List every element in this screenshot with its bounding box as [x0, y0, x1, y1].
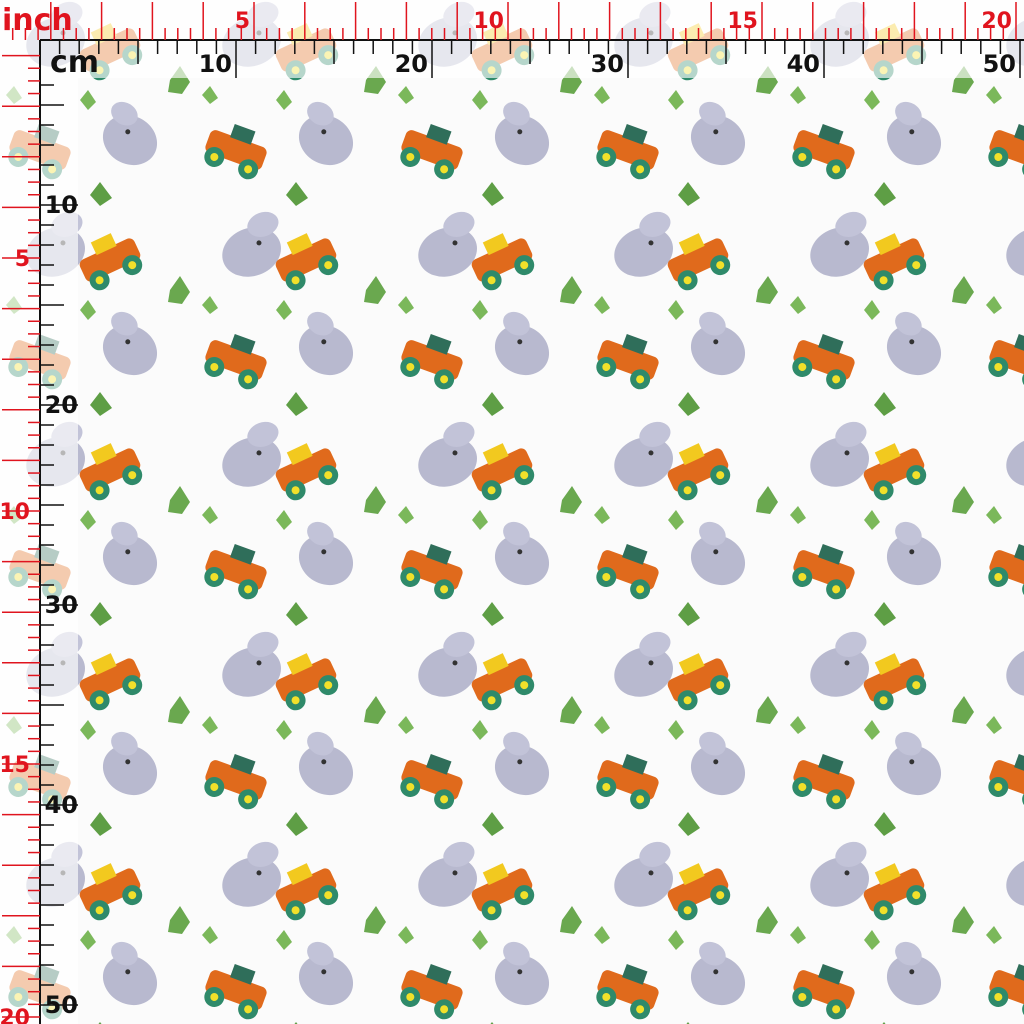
top-inch-label: 20	[981, 9, 1012, 34]
left-cm-label: 20	[45, 391, 78, 419]
left-cm-label: 30	[45, 591, 78, 619]
left-inch-label: 15	[0, 753, 30, 778]
left-cm-label: 50	[45, 991, 78, 1019]
left-cm-label: 40	[45, 791, 78, 819]
top-cm-label: 20	[395, 50, 428, 78]
left-inch-label: 20	[0, 1006, 30, 1024]
top-inch-label: 5	[235, 9, 250, 34]
top-cm-label: 30	[591, 50, 624, 78]
top-inch-label: 15	[727, 9, 758, 34]
left-cm-label: 10	[45, 191, 78, 219]
top-inch-label: 10	[473, 9, 504, 34]
left-inch-label: 10	[0, 500, 30, 525]
cm-unit: cm	[50, 45, 99, 80]
top-cm-label: 10	[199, 50, 232, 78]
top-cm-label: 40	[787, 50, 820, 78]
top-cm-label: 50	[983, 50, 1016, 78]
left-inch-label: 5	[15, 247, 30, 272]
